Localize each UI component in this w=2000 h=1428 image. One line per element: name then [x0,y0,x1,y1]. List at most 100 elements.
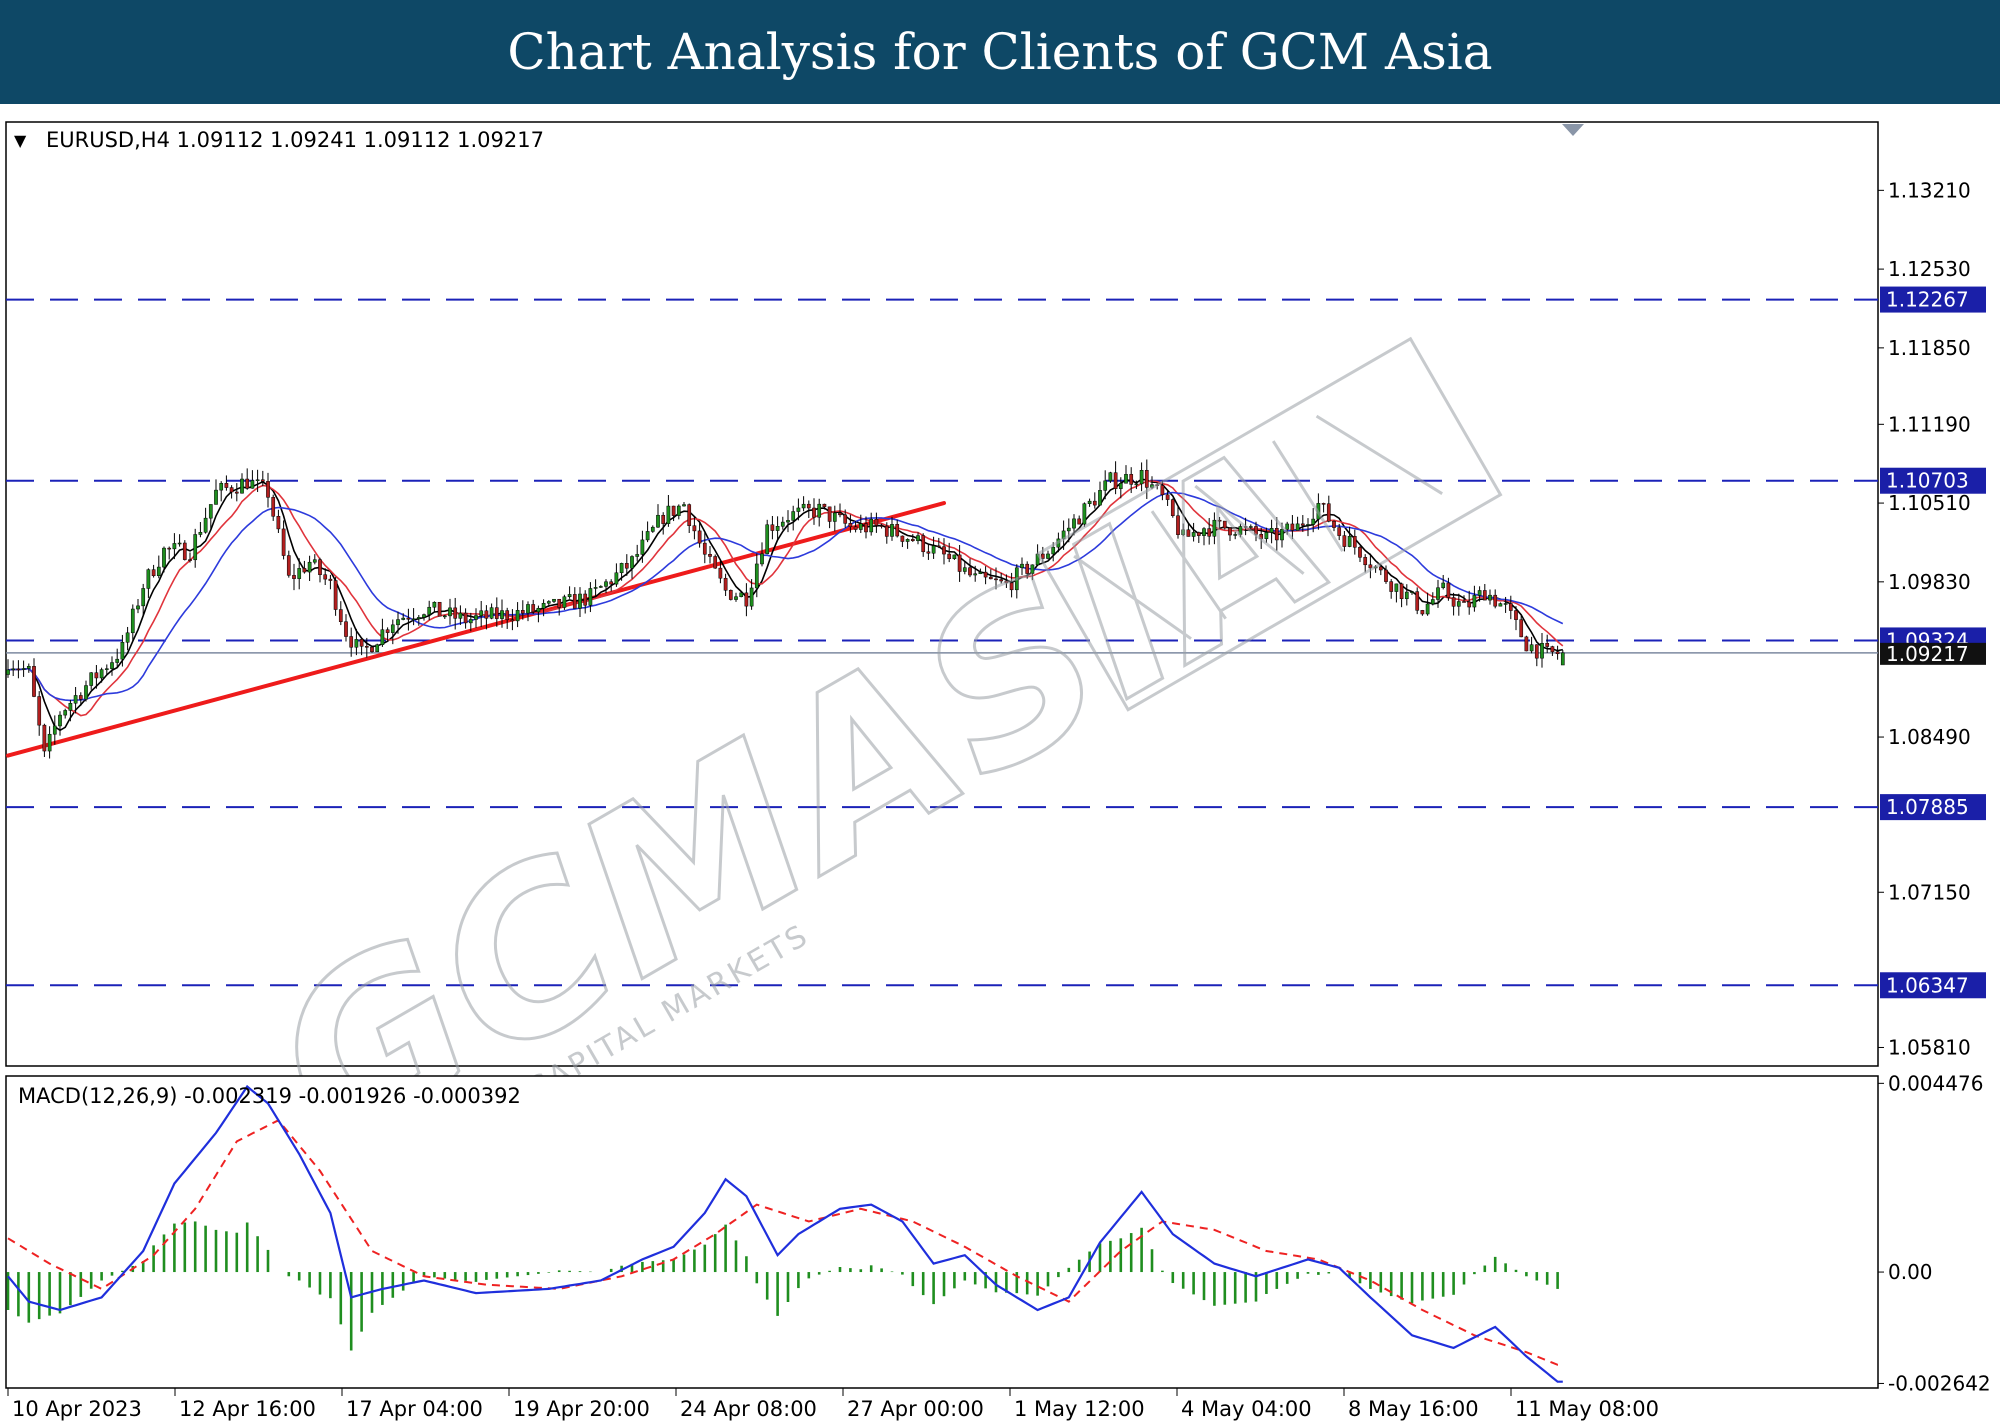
candle-body[interactable] [1139,470,1144,485]
candle-body[interactable] [713,556,718,569]
candle-body[interactable] [1358,547,1362,558]
candle-body[interactable] [1014,567,1019,591]
candle-body[interactable] [401,617,406,620]
candle-body[interactable] [255,479,260,482]
candle-body[interactable] [593,587,598,589]
candle-body[interactable] [1368,564,1373,569]
candle-body[interactable] [1503,603,1508,605]
candle-body[interactable] [219,483,224,491]
candle-body[interactable] [864,523,868,533]
candle-body[interactable] [1415,591,1420,611]
candle-body[interactable] [848,523,853,527]
ascending-trendline[interactable] [6,501,946,758]
candle-body[interactable] [1186,529,1191,537]
candle-body[interactable] [890,524,894,537]
candle-body[interactable] [1124,474,1128,484]
candle-body[interactable] [229,487,234,493]
candle-body[interactable] [146,569,151,589]
candle-body[interactable] [1020,563,1024,569]
candle-body[interactable] [468,619,473,624]
candle-body[interactable] [99,669,104,679]
candle-body[interactable] [609,581,614,585]
candle-body[interactable] [739,592,744,597]
candle-body[interactable] [1498,603,1503,607]
candle-body[interactable] [1493,594,1498,607]
candle-body[interactable] [1347,536,1352,547]
candle-body[interactable] [900,535,905,542]
candle-body[interactable] [983,571,988,578]
candle-body[interactable] [188,559,192,561]
candle-body[interactable] [645,531,650,541]
candle-body[interactable] [21,668,26,670]
candle-body[interactable] [1046,553,1050,559]
candle-body[interactable] [354,639,359,648]
candle-body[interactable] [26,666,31,669]
candle-body[interactable] [1066,527,1071,532]
candle-body[interactable] [744,592,749,607]
candle-body[interactable] [635,554,640,557]
candle-body[interactable] [1030,564,1035,574]
candle-body[interactable] [676,505,681,516]
candle-body[interactable] [479,610,484,616]
candle-body[interactable] [432,601,437,608]
candle-body[interactable] [151,569,156,577]
candle-body[interactable] [910,539,915,542]
candle-body[interactable] [1446,582,1451,598]
candle-body[interactable] [879,525,884,527]
candle-body[interactable] [422,614,426,618]
candle-body[interactable] [760,553,764,565]
candle-body[interactable] [505,610,510,620]
candle-body[interactable] [297,568,302,579]
candle-body[interactable] [1098,490,1102,506]
candle-body[interactable] [1144,470,1149,488]
candle-body[interactable] [1207,528,1212,537]
candle-body[interactable] [1285,523,1290,530]
candle-body[interactable] [1420,610,1425,615]
candle-body[interactable] [136,605,140,610]
candle-body[interactable] [276,516,281,530]
candle-body[interactable] [791,511,796,521]
candle-body[interactable] [697,530,702,544]
candle-body[interactable] [1524,636,1529,652]
candle-body[interactable] [988,576,993,580]
candle-body[interactable] [780,521,785,527]
candle-body[interactable] [458,612,463,619]
candle-body[interactable] [240,478,244,494]
candle-body[interactable] [682,504,686,507]
candle-body[interactable] [474,615,478,620]
candle-body[interactable] [1555,651,1560,655]
candle-body[interactable] [416,617,421,620]
candle-body[interactable] [167,547,172,550]
candle-body[interactable] [292,575,296,579]
candle-body[interactable] [193,534,198,561]
candle-body[interactable] [520,610,525,614]
candle-body[interactable] [1228,527,1232,536]
candle-body[interactable] [1462,601,1466,603]
candle-body[interactable] [11,668,16,671]
candle-body[interactable] [260,479,265,482]
candle-body[interactable] [198,532,203,535]
candle-body[interactable] [234,491,239,494]
candle-body[interactable] [624,563,629,569]
candle-body[interactable] [515,610,520,622]
candle-body[interactable] [203,517,208,533]
candle-body[interactable] [692,525,697,532]
candle-body[interactable] [838,512,842,516]
candle-body[interactable] [843,514,848,524]
candle-body[interactable] [1077,518,1082,525]
candle-body[interactable] [531,604,536,613]
candle-body[interactable] [484,610,489,619]
candle-body[interactable] [1217,519,1222,522]
candle-body[interactable] [1550,646,1555,653]
candle-body[interactable] [1436,587,1440,600]
candle-body[interactable] [162,547,166,568]
candle-body[interactable] [1363,557,1368,566]
candle-body[interactable] [702,542,707,555]
candle-body[interactable] [786,520,790,523]
candle-body[interactable] [962,567,967,572]
candle-body[interactable] [1430,599,1435,605]
candle-body[interactable] [765,524,770,555]
candle-body[interactable] [1274,528,1279,541]
candle-body[interactable] [1009,582,1014,591]
candle-body[interactable] [120,642,125,660]
